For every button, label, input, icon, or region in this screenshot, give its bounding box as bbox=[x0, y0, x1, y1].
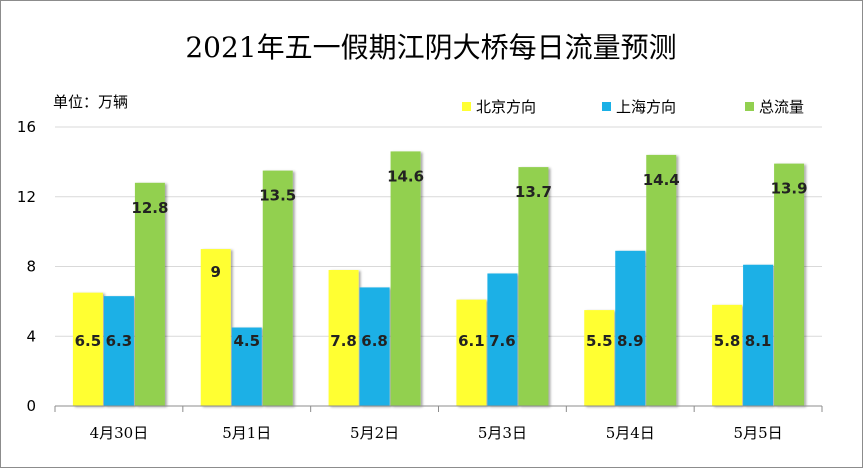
data-label: 14.4 bbox=[643, 171, 680, 189]
data-label: 8.1 bbox=[745, 332, 772, 350]
y-tick-label: 4 bbox=[26, 327, 36, 345]
legend-swatch bbox=[745, 102, 754, 111]
data-label: 13.5 bbox=[259, 187, 296, 205]
bar bbox=[359, 287, 390, 406]
bar bbox=[72, 292, 103, 406]
data-label: 12.8 bbox=[131, 199, 168, 217]
bar bbox=[456, 299, 487, 406]
bars bbox=[72, 151, 805, 406]
chart-title: 2021年五一假期江阴大桥每日流量预测 bbox=[185, 31, 676, 64]
bar bbox=[262, 170, 293, 406]
legend-label: 北京方向 bbox=[476, 98, 536, 116]
data-label: 5.5 bbox=[586, 332, 613, 350]
legend: 北京方向 上海方向 总流量 bbox=[462, 98, 804, 116]
legend-swatch bbox=[602, 102, 611, 111]
bar bbox=[231, 327, 262, 406]
y-tick-label: 16 bbox=[17, 118, 36, 136]
bar bbox=[774, 163, 805, 406]
x-tick-label: 5月1日 bbox=[222, 424, 271, 442]
data-label: 6.3 bbox=[106, 332, 133, 350]
x-tick-label: 5月4日 bbox=[606, 424, 655, 442]
legend-swatch bbox=[462, 102, 471, 111]
bar bbox=[103, 296, 134, 406]
data-label: 6.8 bbox=[361, 332, 388, 350]
data-label: 8.9 bbox=[617, 332, 644, 350]
bar bbox=[518, 167, 549, 406]
gridlines bbox=[55, 126, 822, 407]
x-tick-label: 4月30日 bbox=[90, 424, 149, 442]
bar bbox=[487, 273, 518, 406]
data-labels: 6.5 6.3 12.8 9 4.5 13.5 7.8 6.8 14.6 6.1 7.6 13.7 5.… bbox=[75, 167, 808, 350]
bar bbox=[712, 304, 743, 406]
bar bbox=[743, 264, 774, 406]
y-tick-label: 8 bbox=[26, 258, 36, 276]
y-tick-label: 0 bbox=[26, 397, 36, 415]
data-label: 5.8 bbox=[714, 332, 741, 350]
legend-label: 总流量 bbox=[759, 98, 804, 116]
data-label: 14.6 bbox=[387, 167, 424, 185]
data-label: 7.8 bbox=[330, 332, 357, 350]
data-label: 13.9 bbox=[771, 180, 808, 198]
data-label: 6.1 bbox=[458, 332, 485, 350]
y-tick-label: 12 bbox=[17, 188, 36, 206]
x-axis: 4月30日 5月1日 5月2日 5月3日 5月4日 5月5日 bbox=[54, 405, 823, 442]
data-label: 7.6 bbox=[489, 332, 516, 350]
bar bbox=[615, 250, 646, 406]
bar bbox=[328, 269, 359, 406]
x-tick-label: 5月3日 bbox=[478, 424, 527, 442]
data-label: 13.7 bbox=[515, 183, 552, 201]
data-label: 4.5 bbox=[233, 332, 260, 350]
bar bbox=[134, 182, 165, 406]
bar bbox=[584, 310, 615, 406]
unit-label: 单位：万辆 bbox=[53, 93, 128, 111]
data-label: 9 bbox=[211, 263, 221, 281]
x-tick-label: 5月5日 bbox=[734, 424, 783, 442]
bar bbox=[390, 151, 421, 406]
y-axis: 0 4 8 12 16 bbox=[17, 118, 36, 415]
data-label: 6.5 bbox=[75, 332, 102, 350]
bar bbox=[646, 154, 677, 406]
x-tick-label: 5月2日 bbox=[350, 424, 399, 442]
bar bbox=[200, 249, 231, 406]
legend-label: 上海方向 bbox=[616, 98, 676, 116]
